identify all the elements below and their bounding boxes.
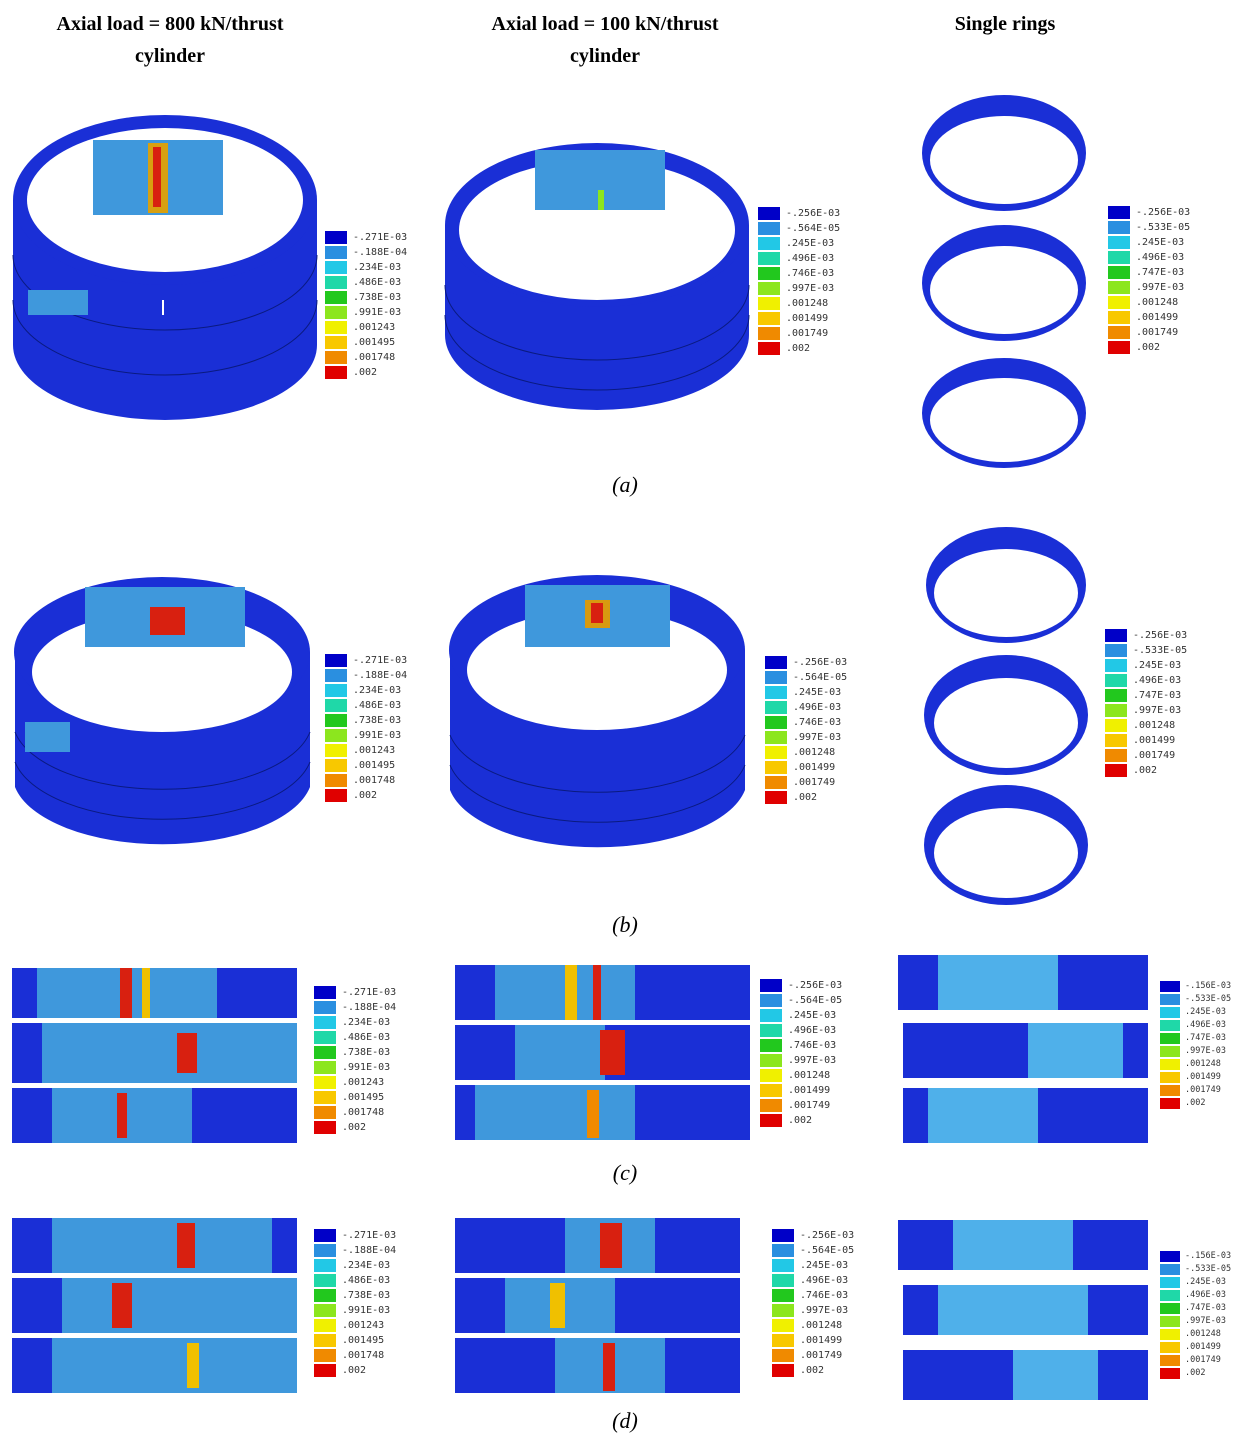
- fe-flat-d-single-rings: [898, 1220, 1153, 1405]
- fe-model-b-single-rings: [920, 515, 1100, 910]
- fe-flat-d-800kn: [12, 1218, 302, 1398]
- caption-d: (d): [612, 1408, 638, 1433]
- header-single-rings: Single rings: [954, 13, 1056, 35]
- header-800kn: Axial load = 800 kN/thrust cylinder: [56, 13, 284, 67]
- fe-model-a-single-rings: [920, 88, 1100, 468]
- fe-model-a-100kn: [440, 135, 755, 435]
- caption-a: (a): [612, 472, 638, 497]
- fe-model-b-800kn: [10, 572, 320, 882]
- fe-model-b-100kn: [445, 565, 755, 885]
- fe-flat-c-single-rings: [898, 955, 1153, 1145]
- header-100kn: Axial load = 100 kN/thrust cylinder: [491, 13, 719, 67]
- fe-flat-c-100kn: [455, 965, 755, 1145]
- fe-flat-d-100kn: [455, 1218, 750, 1398]
- caption-c: (c): [612, 1160, 638, 1185]
- fe-model-a-800kn: [8, 85, 323, 435]
- fe-flat-c-800kn: [12, 968, 302, 1148]
- caption-b: (b): [612, 912, 638, 937]
